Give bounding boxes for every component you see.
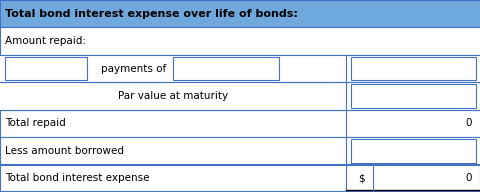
Bar <box>0 165 480 192</box>
Bar <box>350 139 475 163</box>
Bar <box>0 27 480 55</box>
Bar <box>0 137 480 165</box>
Text: $: $ <box>358 173 364 183</box>
Text: payments of: payments of <box>101 64 166 74</box>
Bar <box>350 57 475 80</box>
Text: Total bond interest expense: Total bond interest expense <box>5 173 149 183</box>
Text: Amount repaid:: Amount repaid: <box>5 36 85 46</box>
Bar <box>0 110 480 137</box>
Text: 0: 0 <box>464 173 470 183</box>
Text: Total repaid: Total repaid <box>5 118 65 128</box>
Text: Less amount borrowed: Less amount borrowed <box>5 146 123 156</box>
Bar <box>173 57 278 80</box>
Bar <box>0 0 480 27</box>
Bar <box>0 82 480 110</box>
Bar <box>5 57 86 80</box>
Text: Total bond interest expense over life of bonds:: Total bond interest expense over life of… <box>5 9 297 19</box>
Bar <box>0 55 480 82</box>
Text: 0: 0 <box>464 118 470 128</box>
Text: Par value at maturity: Par value at maturity <box>118 91 228 101</box>
Bar <box>350 84 475 108</box>
